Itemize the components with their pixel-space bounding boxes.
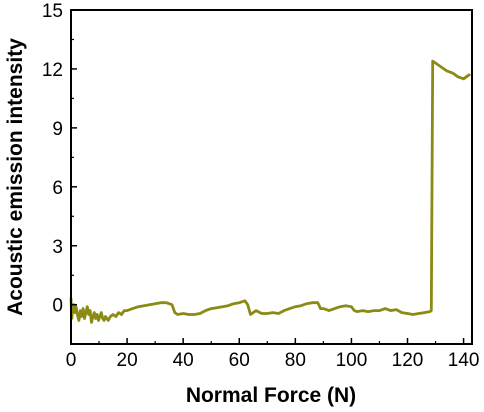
y-tick-label: 15 bbox=[42, 1, 63, 22]
y-tick-label: 0 bbox=[52, 296, 63, 317]
x-tick-label: 100 bbox=[336, 350, 368, 371]
y-axis-title: Acoustic emission intensity bbox=[4, 38, 27, 316]
x-axis: 0 20 40 60 80 100 120 140 bbox=[66, 338, 480, 371]
plot-frame bbox=[70, 9, 473, 345]
x-tick-label: 140 bbox=[448, 350, 480, 371]
x-tick-label: 20 bbox=[117, 350, 138, 371]
x-axis-title: Normal Force (N) bbox=[186, 384, 356, 407]
y-tick-label: 6 bbox=[52, 178, 63, 199]
x-tick-label: 0 bbox=[66, 350, 77, 371]
x-tick-label: 120 bbox=[392, 350, 424, 371]
series-line-0 bbox=[69, 59, 471, 324]
x-tick-label: 80 bbox=[285, 350, 306, 371]
y-tick-label: 3 bbox=[52, 237, 63, 258]
y-tick-label: 9 bbox=[52, 119, 63, 140]
y-axis: 0 3 6 9 12 15 bbox=[42, 1, 77, 317]
x-tick-label: 60 bbox=[229, 350, 250, 371]
plot-area bbox=[69, 59, 471, 324]
x-tick-label: 40 bbox=[173, 350, 194, 371]
y-tick-label: 12 bbox=[42, 60, 63, 81]
